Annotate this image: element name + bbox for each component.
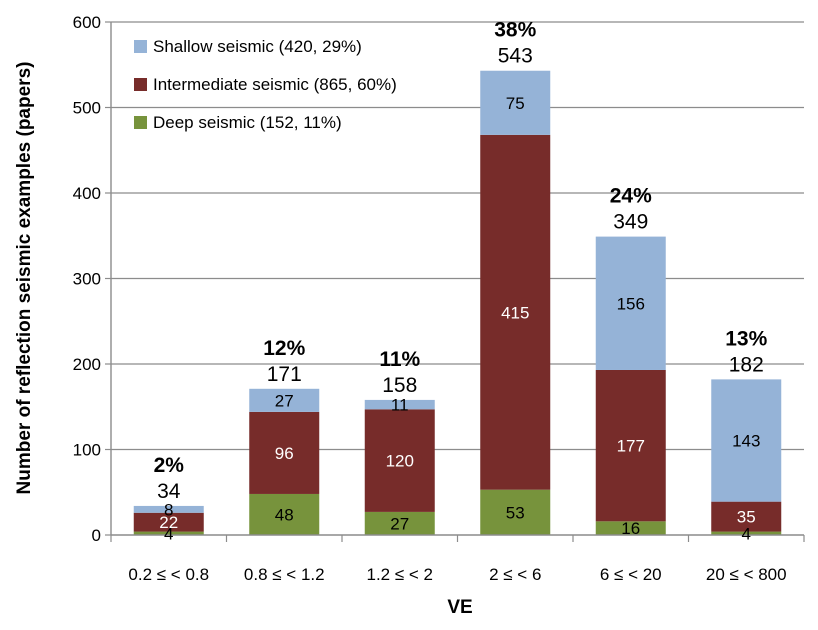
total-label: 34 <box>157 480 181 503</box>
percent-label: 11% <box>379 348 420 371</box>
bar-segment-deep-seismic <box>595 521 666 535</box>
data-label: 53 <box>506 503 525 522</box>
bar-segment-deep-seismic <box>711 531 782 535</box>
percent-label: 12% <box>263 337 305 360</box>
bar-segment-intermediate-seismic <box>364 409 435 512</box>
legend-swatch-intermediate-seismic <box>134 78 147 91</box>
bar-segment-shallow-seismic <box>711 379 782 502</box>
data-label: 16 <box>621 519 640 538</box>
percent-label: 2% <box>154 454 185 477</box>
total-label: 543 <box>498 45 533 68</box>
bar-segment-deep-seismic <box>133 531 204 535</box>
data-label: 96 <box>275 444 294 463</box>
total-label: 171 <box>267 363 302 386</box>
data-label: 11 <box>391 396 409 415</box>
y-tick-label: 500 <box>73 99 101 118</box>
data-label: 143 <box>732 432 760 451</box>
y-tick-label: 0 <box>92 526 101 545</box>
legend-swatch-shallow-seismic <box>134 40 147 53</box>
y-tick-label: 100 <box>73 441 101 460</box>
data-label: 75 <box>506 94 525 113</box>
axes: 0 100 200 300 400 500 600 0.2 ≤ < 0.8 0.8 ≤ < 1.… <box>73 13 805 584</box>
y-tick-label: 400 <box>73 184 101 203</box>
x-tick-label: 2 ≤ < 6 <box>489 565 541 584</box>
legend-entry: Shallow seismic (420, 29%) <box>153 37 362 56</box>
bar-segment-deep-seismic <box>364 511 435 535</box>
data-label: 4 <box>742 524 751 543</box>
total-label: 182 <box>729 353 764 376</box>
data-label: 120 <box>386 452 414 471</box>
percent-label: 24% <box>610 185 652 208</box>
bar-segment-shallow-seismic <box>480 70 551 135</box>
total-label: 349 <box>613 211 648 234</box>
x-tick-label: 1.2 ≤ < 2 <box>366 565 433 584</box>
y-axis-title: Number of reflection seismic examples (p… <box>14 62 35 495</box>
data-label: 27 <box>275 391 294 410</box>
data-label: 415 <box>501 303 529 322</box>
percent-label: 13% <box>725 327 767 350</box>
percent-label: 38% <box>494 19 536 42</box>
y-tick-label: 200 <box>73 355 101 374</box>
bar-segment-intermediate-seismic <box>249 411 320 494</box>
bar-segment-intermediate-seismic <box>480 134 551 490</box>
bar-segment-shallow-seismic <box>249 388 320 412</box>
legend-entry: Deep seismic (152, 11%) <box>153 113 342 132</box>
data-label: 27 <box>390 514 409 533</box>
x-tick-label: 0.2 ≤ < 0.8 <box>128 565 209 584</box>
y-tick-label: 600 <box>73 13 101 32</box>
bar-segment-shallow-seismic <box>133 505 204 513</box>
legend-swatch-deep-seismic <box>134 116 147 129</box>
x-tick-label: 6 ≤ < 20 <box>600 565 662 584</box>
bar-segment-intermediate-seismic <box>711 501 782 532</box>
bar-segment-shallow-seismic <box>364 399 435 410</box>
data-label: 35 <box>737 508 756 527</box>
x-axis-title: VE <box>447 597 472 618</box>
gridlines <box>111 21 804 451</box>
bars <box>133 70 782 535</box>
x-tick-label: 20 ≤ < 800 <box>706 565 787 584</box>
data-label: 177 <box>617 437 645 456</box>
bar-segment-shallow-seismic <box>595 236 666 370</box>
data-label: 156 <box>617 294 645 313</box>
x-tick-label: 0.8 ≤ < 1.2 <box>244 565 325 584</box>
legend-entry: Intermediate seismic (865, 60%) <box>153 75 397 94</box>
bar-segment-deep-seismic <box>249 493 320 535</box>
bar-segment-intermediate-seismic <box>595 369 666 522</box>
bar-segment-deep-seismic <box>480 489 551 535</box>
data-label: 4 <box>164 524 173 543</box>
bar-segment-intermediate-seismic <box>133 512 204 532</box>
labels: 4228342%48962717112%271201115811%5341575… <box>154 19 768 544</box>
y-tick-label: 300 <box>73 270 101 289</box>
total-label: 158 <box>382 374 417 397</box>
data-label: 48 <box>275 505 294 524</box>
legend: Shallow seismic (420, 29%) Intermediate s… <box>134 37 397 132</box>
data-label: 22 <box>159 513 178 532</box>
data-label: 8 <box>164 500 173 519</box>
